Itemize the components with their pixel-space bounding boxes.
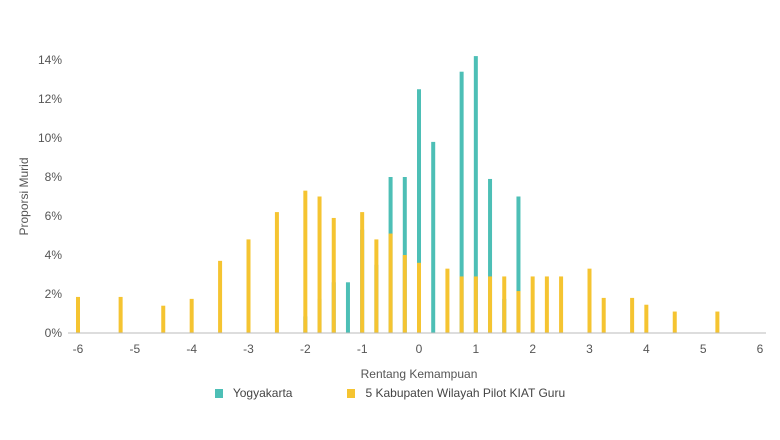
x-tick-label: -3	[243, 342, 254, 356]
bar-kiat-guru	[516, 291, 521, 333]
bar-kiat-guru	[473, 276, 478, 333]
bar-yogyakarta	[417, 89, 421, 333]
bar-kiat-guru	[388, 233, 393, 333]
bar-kiat-guru	[587, 268, 592, 333]
x-tick-label: -2	[300, 342, 311, 356]
legend-swatch-yogyakarta	[214, 388, 223, 398]
bar-kiat-guru	[402, 255, 407, 333]
legend: Yogyakarta 5 Kabupaten Wilayah Pilot KIA…	[0, 386, 780, 400]
y-tick-label: 12%	[38, 92, 62, 106]
y-tick-label: 2%	[45, 287, 63, 301]
bar-kiat-guru	[544, 276, 549, 333]
bar-kiat-guru	[274, 212, 279, 333]
bar-kiat-guru	[218, 260, 223, 333]
bar-kiat-guru	[530, 276, 535, 333]
bar-yogyakarta	[431, 141, 436, 333]
x-axis-ticks: -6 -5 -4 -3 -2 -1 0 1 2 3 4 5 6	[73, 342, 764, 356]
bar-kiat-guru	[644, 304, 649, 333]
legend-label-kiat-guru: 5 Kabupaten Wilayah Pilot KIAT Guru	[365, 386, 566, 400]
bar-kiat-guru	[76, 296, 80, 333]
bar-kiat-guru	[417, 262, 421, 333]
y-tick-label: 8%	[45, 170, 63, 184]
x-tick-label: -1	[357, 342, 368, 356]
bar-kiat-guru	[118, 296, 123, 333]
x-tick-label: 2	[529, 342, 536, 356]
bar-yogyakarta	[345, 282, 350, 333]
bar-kiat-guru	[189, 298, 194, 333]
y-tick-label: 4%	[45, 248, 63, 262]
bar-yogyakarta	[516, 196, 521, 333]
legend-item-kiat-guru: 5 Kabupaten Wilayah Pilot KIAT Guru	[347, 386, 565, 400]
x-axis-title: Rentang Kemampuan	[361, 367, 478, 381]
bars	[76, 56, 720, 333]
bar-yogyakarta	[459, 71, 464, 333]
bar-kiat-guru	[502, 276, 507, 333]
x-tick-label: 4	[643, 342, 650, 356]
bar-kiat-guru	[161, 305, 166, 333]
y-tick-label: 14%	[38, 53, 62, 67]
bar-kiat-guru	[601, 297, 606, 333]
x-tick-label: 6	[757, 342, 764, 356]
bar-yogyakarta	[473, 56, 478, 333]
bar-kiat-guru	[630, 297, 635, 333]
bar-kiat-guru	[559, 276, 564, 333]
x-tick-label: -4	[186, 342, 197, 356]
legend-label-yogyakarta: Yogyakarta	[232, 386, 293, 400]
bar-kiat-guru	[303, 190, 308, 333]
x-tick-label: 5	[700, 342, 707, 356]
legend-swatch-kiat-guru	[347, 388, 356, 398]
bar-kiat-guru	[331, 217, 336, 333]
x-tick-label: 0	[416, 342, 423, 356]
bar-kiat-guru	[317, 196, 322, 333]
bar-kiat-guru	[459, 276, 464, 333]
bar-kiat-guru	[445, 268, 450, 333]
y-axis-title: Proporsi Murid	[17, 157, 31, 235]
bar-kiat-guru	[715, 311, 720, 333]
bar-kiat-guru	[672, 311, 677, 333]
bar-kiat-guru	[246, 239, 251, 333]
x-tick-label: -5	[129, 342, 140, 356]
x-tick-label: 1	[472, 342, 479, 356]
y-tick-label: 10%	[38, 131, 62, 145]
y-axis-ticks: 0% 2% 4% 6% 8% 10% 12% 14%	[38, 53, 62, 340]
legend-item-yogyakarta: Yogyakarta	[214, 386, 293, 400]
x-tick-label: -6	[73, 342, 84, 356]
bar-kiat-guru	[360, 212, 365, 333]
y-tick-label: 0%	[45, 326, 63, 340]
x-tick-label: 3	[586, 342, 593, 356]
bar-kiat-guru	[374, 239, 379, 333]
bar-yogyakarta	[488, 178, 493, 333]
y-tick-label: 6%	[45, 209, 63, 223]
bar-kiat-guru	[488, 276, 493, 333]
